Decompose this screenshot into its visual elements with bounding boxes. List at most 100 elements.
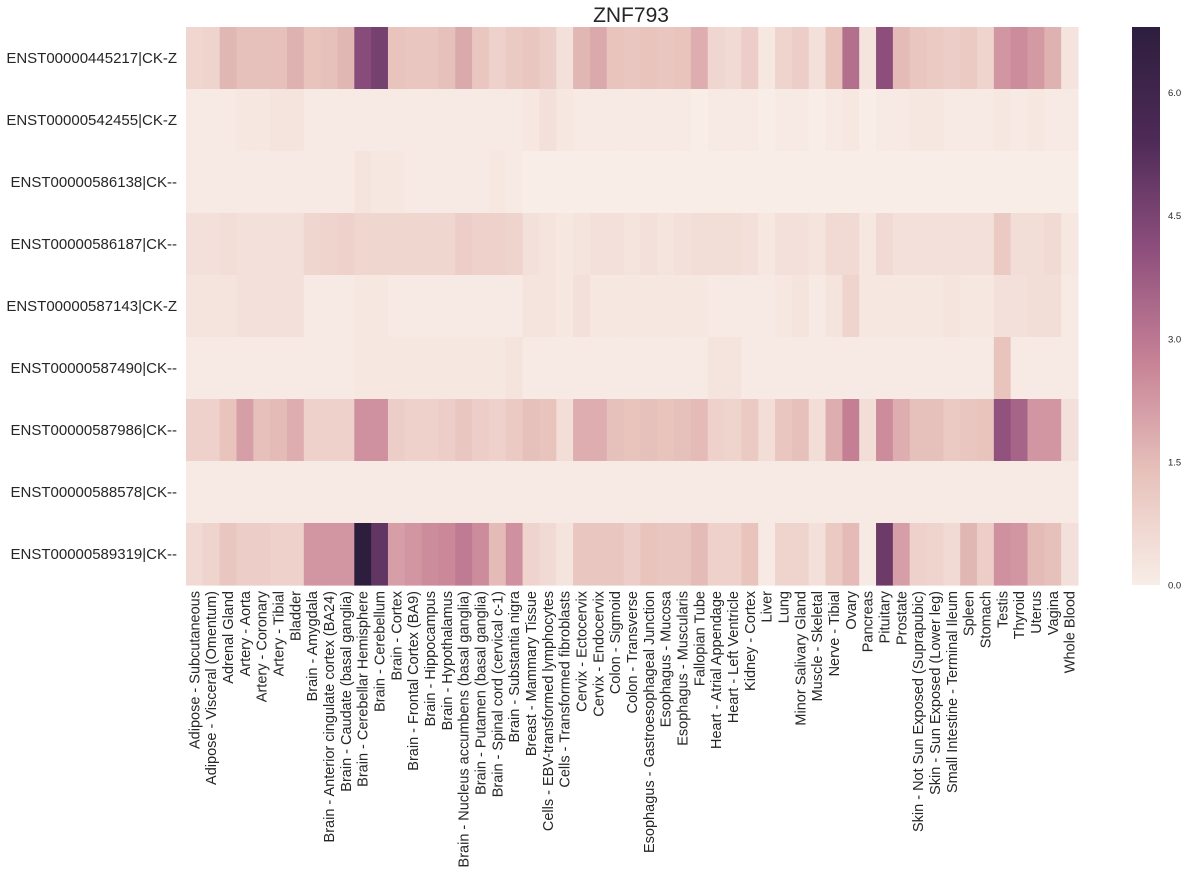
heatmap-cell: [623, 151, 642, 214]
column-label: Breast - Mammary Tissue: [524, 591, 540, 756]
heatmap-cell: [674, 27, 692, 90]
heatmap-cell: [573, 151, 591, 214]
heatmap-cell: [371, 337, 389, 400]
heatmap-cell: [472, 461, 490, 524]
heatmap-cell: [1061, 337, 1079, 400]
heatmap-cell: [522, 275, 541, 338]
heatmap-cell: [455, 275, 473, 338]
heatmap-cell: [354, 151, 372, 214]
heatmap-cell: [556, 523, 574, 586]
heatmap-cell: [690, 27, 709, 90]
heatmap-cell: [876, 151, 894, 214]
heatmap-cell: [943, 151, 961, 214]
heatmap-cell: [270, 275, 288, 338]
row-labels: ENST00000445217|CK-Z ENST00000542455|CK-Z…: [6, 50, 177, 563]
heatmap-cell: [690, 523, 709, 586]
heatmap-cell: [724, 27, 742, 90]
heatmap-cell: [707, 151, 726, 214]
heatmap-cell: [320, 151, 339, 214]
heatmap-cell: [758, 461, 776, 524]
heatmap-cell: [876, 337, 894, 400]
heatmap-cell: [371, 151, 389, 214]
heatmap-cell: [960, 523, 978, 586]
heatmap-cell: [892, 213, 911, 276]
heatmap-cell: [320, 399, 339, 462]
heatmap-cell: [993, 461, 1012, 524]
heatmap-cell: [724, 89, 742, 152]
heatmap-cell: [1061, 275, 1079, 338]
heatmap-cell: [1044, 461, 1062, 524]
heatmap-cell: [573, 275, 591, 338]
heatmap-cell: [253, 213, 271, 276]
heatmap-cell: [337, 523, 355, 586]
heatmap-cell: [387, 523, 406, 586]
heatmap-cell: [505, 337, 524, 400]
heatmap-cell: [438, 27, 456, 90]
heatmap-cell: [505, 213, 524, 276]
heatmap-cell: [522, 151, 541, 214]
column-label: Esophagus - Mucosa: [659, 590, 675, 727]
heatmap-cell: [354, 89, 372, 152]
heatmap-cell: [960, 461, 978, 524]
heatmap-cell: [236, 27, 254, 90]
column-label: Cervix - Ectocervix: [575, 590, 591, 712]
column-label: Heart - Left Ventricle: [726, 591, 742, 723]
column-label: Brain - Spinal cord (cervical c-1): [490, 591, 506, 797]
heatmap-cell: [859, 337, 877, 400]
heatmap-cell: [842, 461, 860, 524]
heatmap-cell: [674, 89, 692, 152]
heatmap-cell: [791, 523, 810, 586]
heatmap-cell: [1010, 151, 1029, 214]
heatmap-cell: [859, 151, 877, 214]
heatmap-cell: [472, 89, 490, 152]
heatmap-cell: [758, 399, 776, 462]
heatmap-cell: [1044, 399, 1062, 462]
heatmap-cell: [926, 89, 944, 152]
colorbar-tick-label: 4.5: [1168, 211, 1181, 222]
heatmap-cell: [977, 275, 995, 338]
heatmap-cell: [522, 461, 541, 524]
heatmap-cell: [640, 399, 658, 462]
heatmap-cell: [186, 89, 204, 152]
heatmap-cell: [892, 151, 911, 214]
heatmap-cell: [606, 89, 625, 152]
heatmap-cell: [337, 27, 355, 90]
heatmap-cell: [623, 399, 642, 462]
row-label: ENST00000587490|CK--: [11, 360, 178, 377]
heatmap-cell: [606, 213, 625, 276]
heatmap-cell: [404, 27, 423, 90]
heatmap-cell: [943, 89, 961, 152]
heatmap-cell: [808, 461, 827, 524]
column-label: Small Intestine - Terminal Ileum: [945, 591, 961, 793]
heatmap-cell: [589, 27, 608, 90]
heatmap-cell: [354, 399, 372, 462]
heatmap-cell: [724, 275, 742, 338]
heatmap-cell: [505, 461, 524, 524]
heatmap-cell: [724, 151, 742, 214]
column-label: Colon - Sigmoid: [608, 591, 624, 694]
heatmap-cell: [522, 337, 541, 400]
column-label: Cervix - Endocervix: [591, 590, 607, 716]
heatmap-cell: [993, 151, 1012, 214]
column-label: Cells - EBV-transformed lymphocytes: [541, 591, 557, 831]
heatmap-cell: [253, 337, 271, 400]
heatmap-cell: [758, 275, 776, 338]
heatmap-cell: [219, 337, 238, 400]
heatmap-cell: [337, 213, 355, 276]
heatmap-cell: [977, 213, 995, 276]
heatmap-cell: [707, 27, 726, 90]
column-label: Brain - Amygdala: [305, 590, 321, 701]
heatmap-cell: [354, 275, 372, 338]
heatmap-cell: [825, 337, 843, 400]
heatmap-cell: [674, 399, 692, 462]
heatmap-cell: [791, 461, 810, 524]
heatmap-cell: [202, 275, 221, 338]
heatmap-cell: [707, 89, 726, 152]
heatmap-cell: [758, 27, 776, 90]
heatmap-cell: [505, 89, 524, 152]
column-label: Brain - Cerebellum: [373, 591, 389, 712]
heatmap-cell: [186, 337, 204, 400]
heatmap-cell: [859, 89, 877, 152]
column-label: Brain - Frontal Cortex (BA9): [406, 591, 422, 771]
heatmap-cell: [404, 151, 423, 214]
